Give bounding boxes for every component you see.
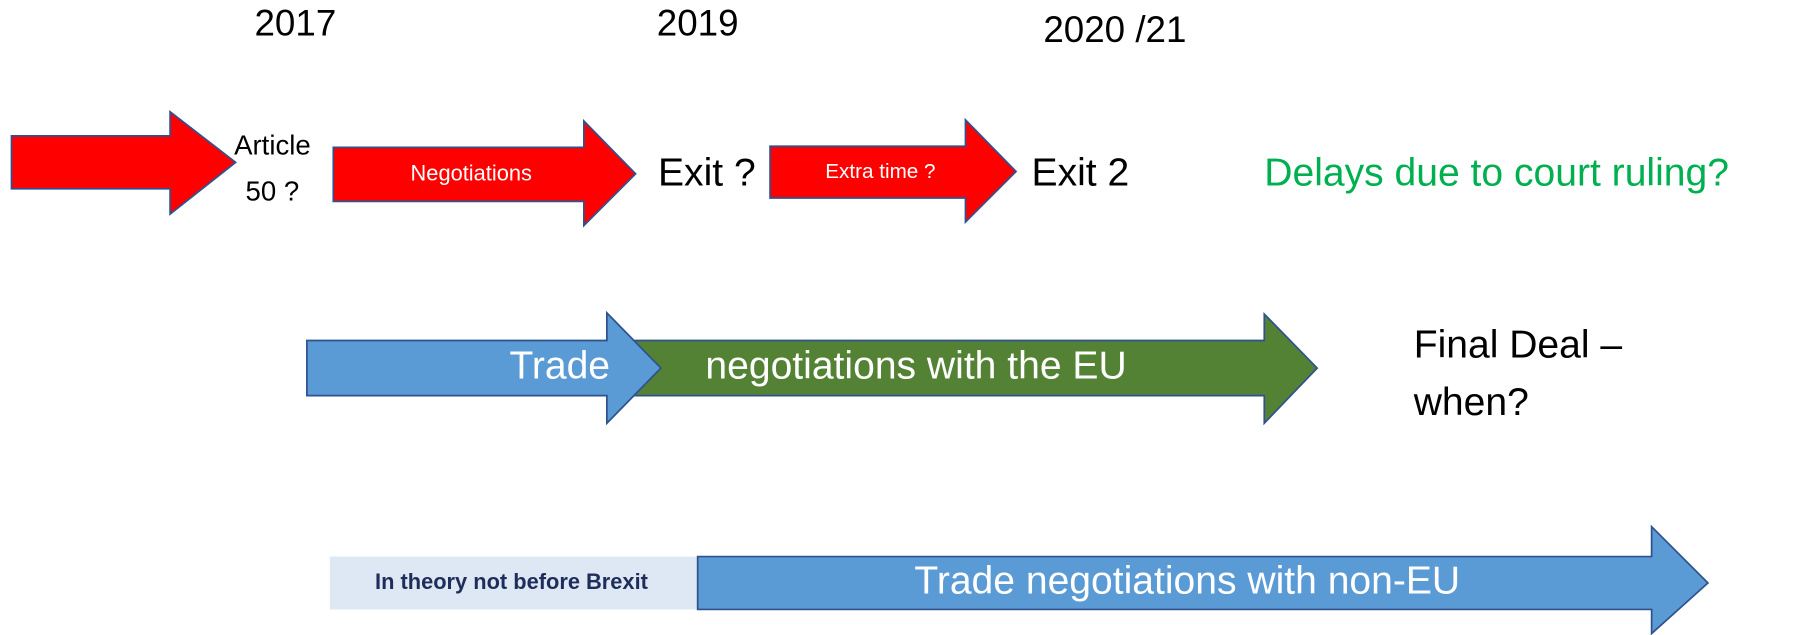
year: 2017 (254, 2, 336, 43)
note-label: In theory not before Brexit (375, 569, 648, 594)
exit-label: Exit 2 (1032, 151, 1130, 194)
note-box (329, 556, 698, 610)
red-arrow (10, 110, 238, 216)
article-label: 50 ? (246, 176, 300, 207)
arrow-label: Negotiations (411, 161, 532, 186)
arrow-label: negotiations with the EU (705, 344, 1126, 387)
blue-arrow (696, 524, 1710, 635)
final-deal: when? (1413, 381, 1529, 424)
exit-label: Exit ? (658, 151, 756, 194)
arrow-label: Extra time ? (825, 160, 935, 183)
year: 2019 (657, 2, 739, 43)
red-arrow (769, 117, 1018, 225)
arrow-label: Trade negotiations with non-EU (914, 559, 1460, 602)
delays-note: Delays due to court ruling? (1264, 151, 1729, 194)
red-arrow (332, 118, 637, 228)
article-label: Article (234, 130, 311, 161)
year: 2020 /21 (1043, 9, 1186, 50)
final-deal: Final Deal – (1414, 324, 1623, 367)
arrow-label: Trade (509, 344, 610, 387)
blue-arrow (306, 310, 663, 426)
